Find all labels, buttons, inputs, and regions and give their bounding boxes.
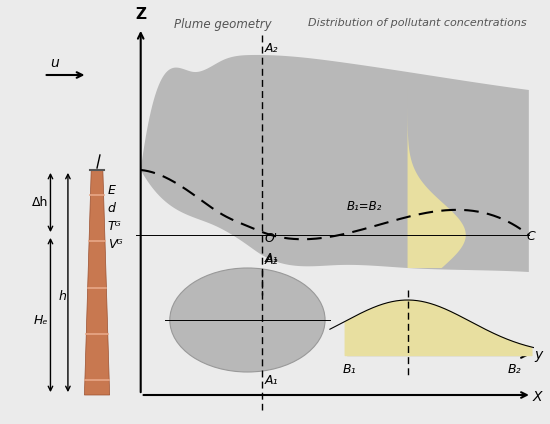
Text: A₁: A₁	[265, 251, 278, 265]
Text: B₁: B₁	[343, 363, 356, 376]
Polygon shape	[408, 72, 466, 268]
Text: Tᴳ: Tᴳ	[108, 220, 122, 232]
Text: Vᴳ: Vᴳ	[108, 237, 122, 251]
Text: d: d	[108, 201, 115, 215]
Text: C: C	[265, 300, 274, 313]
Polygon shape	[84, 170, 109, 395]
Text: C: C	[527, 231, 536, 243]
Text: y: y	[535, 348, 543, 362]
Text: A₂: A₂	[265, 254, 278, 267]
Text: Distribution of pollutant concentrations: Distribution of pollutant concentrations	[308, 18, 526, 28]
Text: E: E	[108, 184, 115, 196]
Text: Plume geometry: Plume geometry	[174, 18, 272, 31]
Text: h: h	[58, 290, 66, 304]
Text: 2,15σʏ: 2,15σʏ	[186, 323, 222, 333]
Ellipse shape	[170, 268, 325, 372]
Polygon shape	[141, 55, 529, 272]
Text: O': O'	[265, 232, 278, 245]
Text: B₂: B₂	[508, 363, 521, 376]
Text: X: X	[533, 390, 542, 404]
Text: Z: Z	[135, 7, 146, 22]
Text: O': O'	[265, 316, 278, 329]
Text: Δh: Δh	[32, 195, 48, 209]
Text: B₁=B₂: B₁=B₂	[346, 200, 382, 213]
Text: u: u	[51, 56, 59, 70]
Text: A₂: A₂	[265, 42, 278, 55]
Text: 2,15σ₂: 2,15σ₂	[268, 277, 278, 311]
Text: Hₑ: Hₑ	[34, 313, 48, 326]
Text: A₁: A₁	[265, 374, 278, 387]
